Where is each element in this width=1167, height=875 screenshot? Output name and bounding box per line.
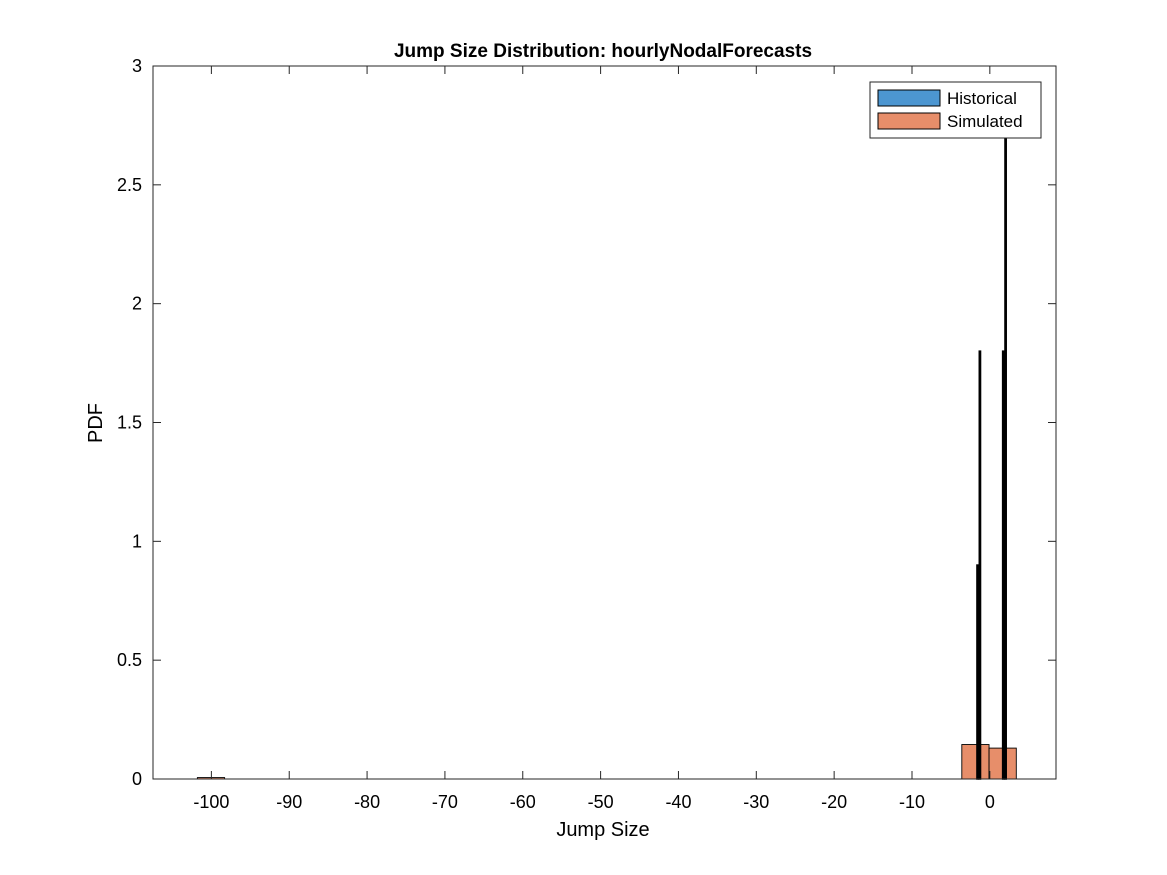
y-tick-label: 0 [132,769,142,789]
y-tick-label: 1 [132,531,142,551]
legend-swatch [877,89,941,107]
legend: Historical Simulated [869,81,1042,139]
plot-area [152,65,1057,780]
x-tick-label: -80 [354,792,380,812]
chart-title: Jump Size Distribution: hourlyNodalForec… [394,41,812,62]
x-tick-label: -10 [899,792,925,812]
x-tick-label: -30 [743,792,769,812]
x-tick-label: 0 [985,792,995,812]
x-axis-label: Jump Size [556,819,649,841]
y-tick-label: 3 [132,56,142,76]
y-tick-label: 2.5 [117,175,142,195]
y-tick-label: 2 [132,294,142,314]
historical-bar [976,564,979,780]
y-tick-label: 1.5 [117,413,142,433]
plot-background [153,66,1056,779]
y-axis-label: PDF [85,403,107,443]
x-tick-label: -40 [665,792,691,812]
x-tick-label: -50 [588,792,614,812]
y-axis: 0 0.5 1 1.5 2 2.5 3 [117,56,1056,789]
x-tick-label: -70 [432,792,458,812]
legend-label: Simulated [947,112,1023,131]
historical-bar [1001,350,1005,780]
historical-bar [978,350,982,780]
legend-label: Historical [947,89,1017,108]
simulated-bar [961,744,990,780]
x-tick-label: -100 [193,792,229,812]
historical-bar [1004,124,1007,780]
x-tick-label: -20 [821,792,847,812]
y-tick-label: 0.5 [117,650,142,670]
x-tick-label: -60 [510,792,536,812]
x-axis: -100 -90 -80 -70 -60 -50 -40 -30 -20 -10 0 [193,66,995,812]
legend-swatch [877,112,941,130]
x-tick-label: -90 [276,792,302,812]
